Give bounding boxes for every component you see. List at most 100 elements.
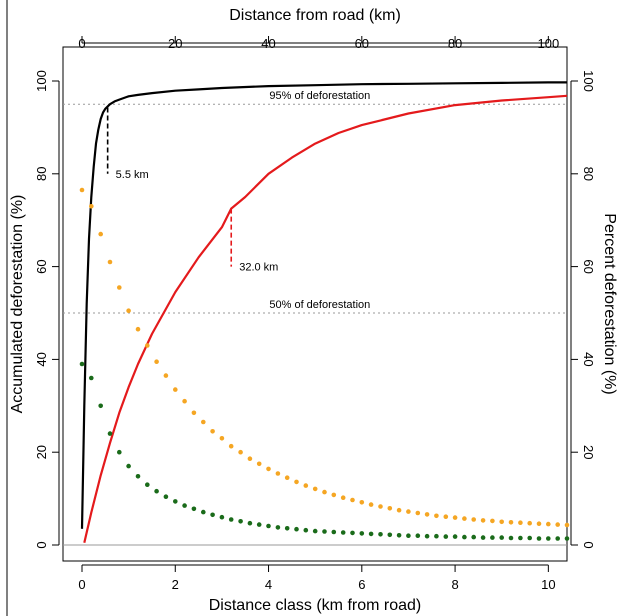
series-point (79, 361, 85, 367)
series-point (434, 533, 439, 539)
reference-line-label: 50% of deforestation (269, 299, 370, 311)
series-line (83, 94, 568, 543)
series-point (275, 525, 281, 530)
series-point (499, 519, 505, 525)
series-point (424, 533, 430, 539)
series-point (201, 419, 206, 425)
series-point (322, 529, 327, 534)
plot-frame (62, 46, 568, 562)
series-point (266, 466, 271, 472)
x-tick-label-top: 20 (168, 36, 182, 51)
y-tick-label-left: 100 (34, 70, 49, 92)
series-point (359, 531, 365, 536)
series-point (396, 507, 402, 513)
series-point (284, 526, 290, 531)
distance-markers: 5.5 km 32.0 km (106, 107, 278, 274)
series-point (145, 482, 150, 488)
series-point (340, 495, 346, 501)
series-point (518, 520, 523, 525)
y-tick-label-right: 40 (581, 352, 596, 366)
series-point (219, 436, 225, 441)
series-point (303, 483, 309, 488)
y-axis-label-right: Percent deforestation (%) (601, 213, 617, 394)
series-point (117, 285, 122, 290)
series-point (117, 449, 122, 455)
series-point (210, 512, 215, 518)
x-tick-label-bottom: 10 (541, 577, 555, 592)
series-point (536, 536, 542, 541)
y-tick-label-left: 0 (34, 541, 49, 548)
series-point (443, 534, 449, 539)
x-tick-label-top: 100 (537, 36, 559, 51)
y-tick-label-left: 40 (34, 352, 49, 366)
series-point (387, 506, 393, 511)
y-tick-label-right: 100 (581, 70, 596, 92)
series-point (508, 520, 514, 525)
x-tick-label-top: 60 (355, 36, 369, 51)
series-point (406, 533, 411, 538)
series-point (546, 536, 551, 541)
series-point (89, 204, 94, 209)
x-tick-label-top: 80 (448, 36, 462, 51)
series-point (303, 527, 309, 533)
series-point (452, 534, 458, 539)
series-point (555, 522, 560, 527)
series-point (219, 514, 225, 520)
series-point (191, 506, 197, 512)
series-point (79, 187, 85, 193)
distance-marker-label: 32.0 km (239, 262, 278, 274)
x-axis-label-top: Distance from road (km) (229, 7, 401, 24)
x-tick-label-bottom: 8 (451, 577, 458, 592)
y-tick-label-right: 20 (581, 445, 596, 459)
series-point (564, 536, 570, 541)
y-tick-label-left: 60 (34, 259, 49, 273)
y-tick-label-right: 0 (581, 541, 596, 548)
series-point (368, 502, 374, 507)
series-point (135, 326, 141, 332)
series-point (331, 529, 337, 535)
series-point (98, 403, 103, 409)
x-tick-label-bottom: 0 (78, 577, 85, 592)
series-point (536, 521, 542, 526)
series-point (378, 504, 383, 509)
series-point (182, 398, 187, 404)
series-point (238, 519, 243, 524)
series-point (145, 343, 150, 348)
series-point (340, 530, 346, 535)
series-point (98, 231, 103, 237)
reference-line-label: 95% of deforestation (269, 90, 370, 102)
series-point (480, 535, 486, 540)
series-point (424, 512, 430, 517)
series-point (396, 533, 402, 538)
series-point (126, 308, 131, 314)
series-point (247, 520, 253, 526)
series-point (256, 461, 262, 467)
series-point (228, 443, 234, 449)
series-point (294, 479, 299, 485)
series-point (275, 471, 281, 476)
series-point (228, 517, 234, 522)
reference-lines: 95% of deforestation 50% of deforestation (63, 90, 567, 546)
series-point (154, 488, 159, 494)
series-point (201, 509, 206, 515)
series-point (350, 497, 355, 503)
series-point (182, 503, 187, 508)
distance-marker-label: 5.5 km (116, 169, 149, 181)
series-point (350, 530, 355, 536)
series-point (490, 535, 495, 540)
series-point (527, 535, 532, 541)
series-point (564, 522, 570, 528)
x-tick-label-bottom: 4 (265, 577, 272, 592)
series-point (415, 510, 421, 516)
series-point (527, 520, 532, 526)
series-point (508, 535, 514, 541)
series-point (331, 492, 337, 498)
series-point (471, 534, 477, 540)
y-tick-label-right: 60 (581, 259, 596, 273)
series-point (191, 410, 197, 416)
series-point (135, 474, 141, 479)
series-point (294, 526, 299, 532)
series-point (107, 431, 113, 436)
series-point (368, 531, 374, 537)
